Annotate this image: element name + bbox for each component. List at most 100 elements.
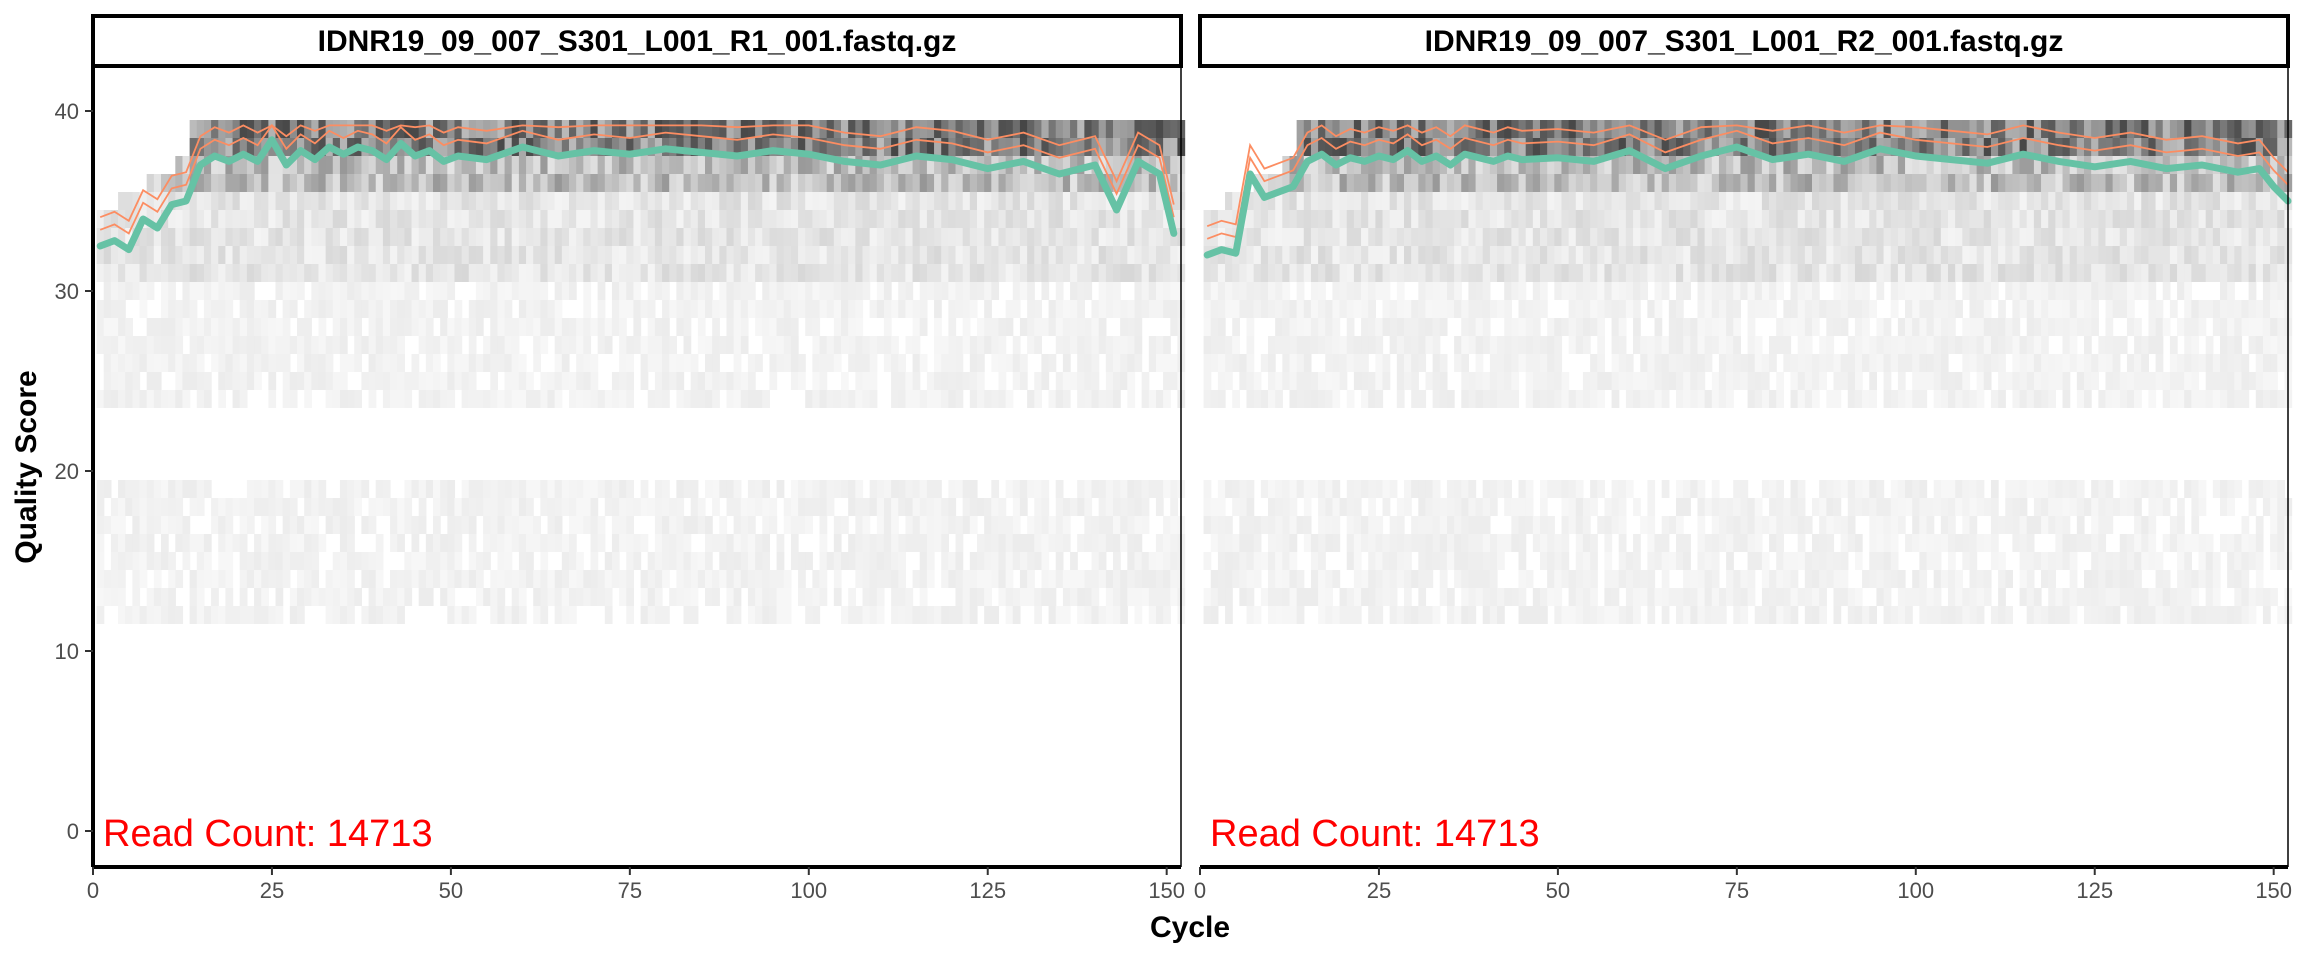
heat-cell xyxy=(1582,138,1591,156)
heat-cell xyxy=(418,246,427,264)
heat-cell xyxy=(1833,138,1842,156)
x-tick-label: 75 xyxy=(618,878,642,903)
heat-cell xyxy=(1091,372,1100,390)
heat-cell xyxy=(690,516,699,534)
heat-cell xyxy=(676,282,685,300)
heat-cell xyxy=(297,336,305,354)
heat-cell xyxy=(175,516,184,534)
heat-cell xyxy=(1217,516,1226,534)
heat-cell xyxy=(511,246,520,264)
heat-cell xyxy=(1833,606,1842,624)
heat-cell xyxy=(1797,552,1806,570)
heat-cell xyxy=(833,480,842,498)
heat-cell xyxy=(282,372,291,390)
heat-cell xyxy=(1540,228,1548,246)
heat-cell xyxy=(533,336,541,354)
heat-cell xyxy=(1633,336,1641,354)
heat-cell xyxy=(483,480,491,498)
heat-cell xyxy=(1468,300,1477,318)
heat-cell xyxy=(604,588,613,606)
heat-cell xyxy=(275,534,284,552)
heat-cell xyxy=(726,336,735,354)
heat-cell xyxy=(826,192,835,210)
heat-cell xyxy=(246,336,255,354)
heat-cell xyxy=(1840,138,1849,156)
heat-cell xyxy=(540,552,549,570)
heat-cell xyxy=(705,210,713,228)
heat-cell xyxy=(1561,210,1570,228)
heat-cell xyxy=(862,498,871,516)
heat-cell xyxy=(1625,480,1634,498)
heat-cell xyxy=(919,138,928,156)
heat-cell xyxy=(812,246,821,264)
heat-cell xyxy=(454,210,463,228)
heat-cell xyxy=(955,372,964,390)
heat-cell xyxy=(297,228,305,246)
heat-cell xyxy=(440,498,448,516)
heat-cell xyxy=(1210,210,1219,228)
heat-cell xyxy=(103,390,112,408)
heat-cell xyxy=(1055,570,1064,588)
heat-cell xyxy=(1127,390,1136,408)
heat-cell xyxy=(533,354,541,372)
heat-cell xyxy=(1098,192,1107,210)
heat-cell xyxy=(1833,264,1842,282)
heat-cell xyxy=(597,264,606,282)
heat-cell xyxy=(1618,228,1627,246)
heat-cell xyxy=(848,228,856,246)
heat-cell xyxy=(1547,570,1555,588)
heat-cell xyxy=(1575,552,1584,570)
heat-cell xyxy=(96,588,105,606)
heat-cell xyxy=(1625,264,1634,282)
heat-cell xyxy=(1246,210,1255,228)
heat-cell xyxy=(454,300,463,318)
heat-cell xyxy=(1532,336,1541,354)
heat-cell xyxy=(368,516,377,534)
heat-cell xyxy=(977,318,985,336)
heat-cell xyxy=(218,300,227,318)
heat-cell xyxy=(1568,318,1577,336)
heat-cell xyxy=(1790,192,1799,210)
heat-cell xyxy=(1268,570,1276,588)
heat-cell xyxy=(297,570,305,588)
heat-cell xyxy=(504,300,513,318)
heat-cell xyxy=(1690,138,1699,156)
heat-cell xyxy=(1098,120,1107,138)
heat-cell xyxy=(1339,372,1348,390)
heat-cell xyxy=(239,390,248,408)
heat-cell xyxy=(926,228,935,246)
heat-cell xyxy=(1296,264,1305,282)
heat-cell xyxy=(1239,372,1248,390)
heat-cell xyxy=(1282,588,1291,606)
heat-cell xyxy=(540,138,549,156)
heat-cell xyxy=(1353,552,1362,570)
heat-cell xyxy=(311,516,320,534)
heat-cell xyxy=(425,354,434,372)
heat-cell xyxy=(361,192,370,210)
heat-cell xyxy=(1005,138,1014,156)
heat-cell xyxy=(1098,498,1107,516)
heat-cell xyxy=(1812,498,1820,516)
heat-cell xyxy=(826,174,835,192)
heat-cell xyxy=(1318,534,1326,552)
heat-cell xyxy=(1547,588,1555,606)
heat-cell xyxy=(497,354,506,372)
heat-cell xyxy=(304,156,312,174)
heat-cell xyxy=(475,156,484,174)
heat-cell xyxy=(1733,498,1742,516)
heat-cell xyxy=(855,480,864,498)
heat-cell xyxy=(196,390,205,408)
heat-cell xyxy=(146,552,155,570)
heat-cell xyxy=(325,588,334,606)
heat-cell xyxy=(1325,354,1334,372)
heat-cell xyxy=(1568,390,1577,408)
heat-cell xyxy=(762,480,771,498)
heat-cell xyxy=(211,246,219,264)
heat-cell xyxy=(805,120,813,138)
heat-cell xyxy=(855,516,864,534)
heat-cell xyxy=(1134,498,1143,516)
heat-cell xyxy=(332,264,341,282)
heat-cell xyxy=(354,228,363,246)
heat-cell xyxy=(1747,390,1756,408)
heat-cell xyxy=(1797,300,1806,318)
